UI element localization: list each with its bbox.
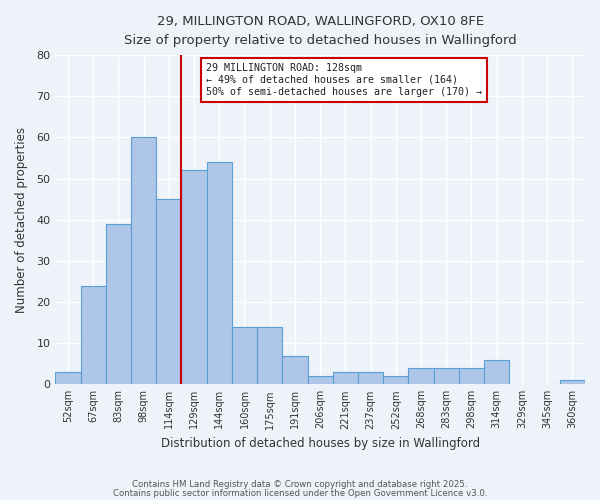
- Y-axis label: Number of detached properties: Number of detached properties: [15, 126, 28, 312]
- Bar: [333, 372, 358, 384]
- Bar: [383, 376, 409, 384]
- Bar: [156, 199, 181, 384]
- Bar: [55, 372, 80, 384]
- Bar: [283, 356, 308, 384]
- Bar: [308, 376, 333, 384]
- Text: Contains HM Land Registry data © Crown copyright and database right 2025.: Contains HM Land Registry data © Crown c…: [132, 480, 468, 489]
- Title: 29, MILLINGTON ROAD, WALLINGFORD, OX10 8FE
Size of property relative to detached: 29, MILLINGTON ROAD, WALLINGFORD, OX10 8…: [124, 15, 517, 47]
- Bar: [358, 372, 383, 384]
- Bar: [206, 162, 232, 384]
- Bar: [484, 360, 509, 384]
- Bar: [560, 380, 585, 384]
- Text: Contains public sector information licensed under the Open Government Licence v3: Contains public sector information licen…: [113, 488, 487, 498]
- Bar: [131, 138, 156, 384]
- Text: 29 MILLINGTON ROAD: 128sqm
← 49% of detached houses are smaller (164)
50% of sem: 29 MILLINGTON ROAD: 128sqm ← 49% of deta…: [206, 64, 482, 96]
- Bar: [409, 368, 434, 384]
- Bar: [181, 170, 206, 384]
- Bar: [80, 286, 106, 384]
- Bar: [459, 368, 484, 384]
- Bar: [434, 368, 459, 384]
- X-axis label: Distribution of detached houses by size in Wallingford: Distribution of detached houses by size …: [161, 437, 480, 450]
- Bar: [257, 326, 283, 384]
- Bar: [232, 326, 257, 384]
- Bar: [106, 224, 131, 384]
